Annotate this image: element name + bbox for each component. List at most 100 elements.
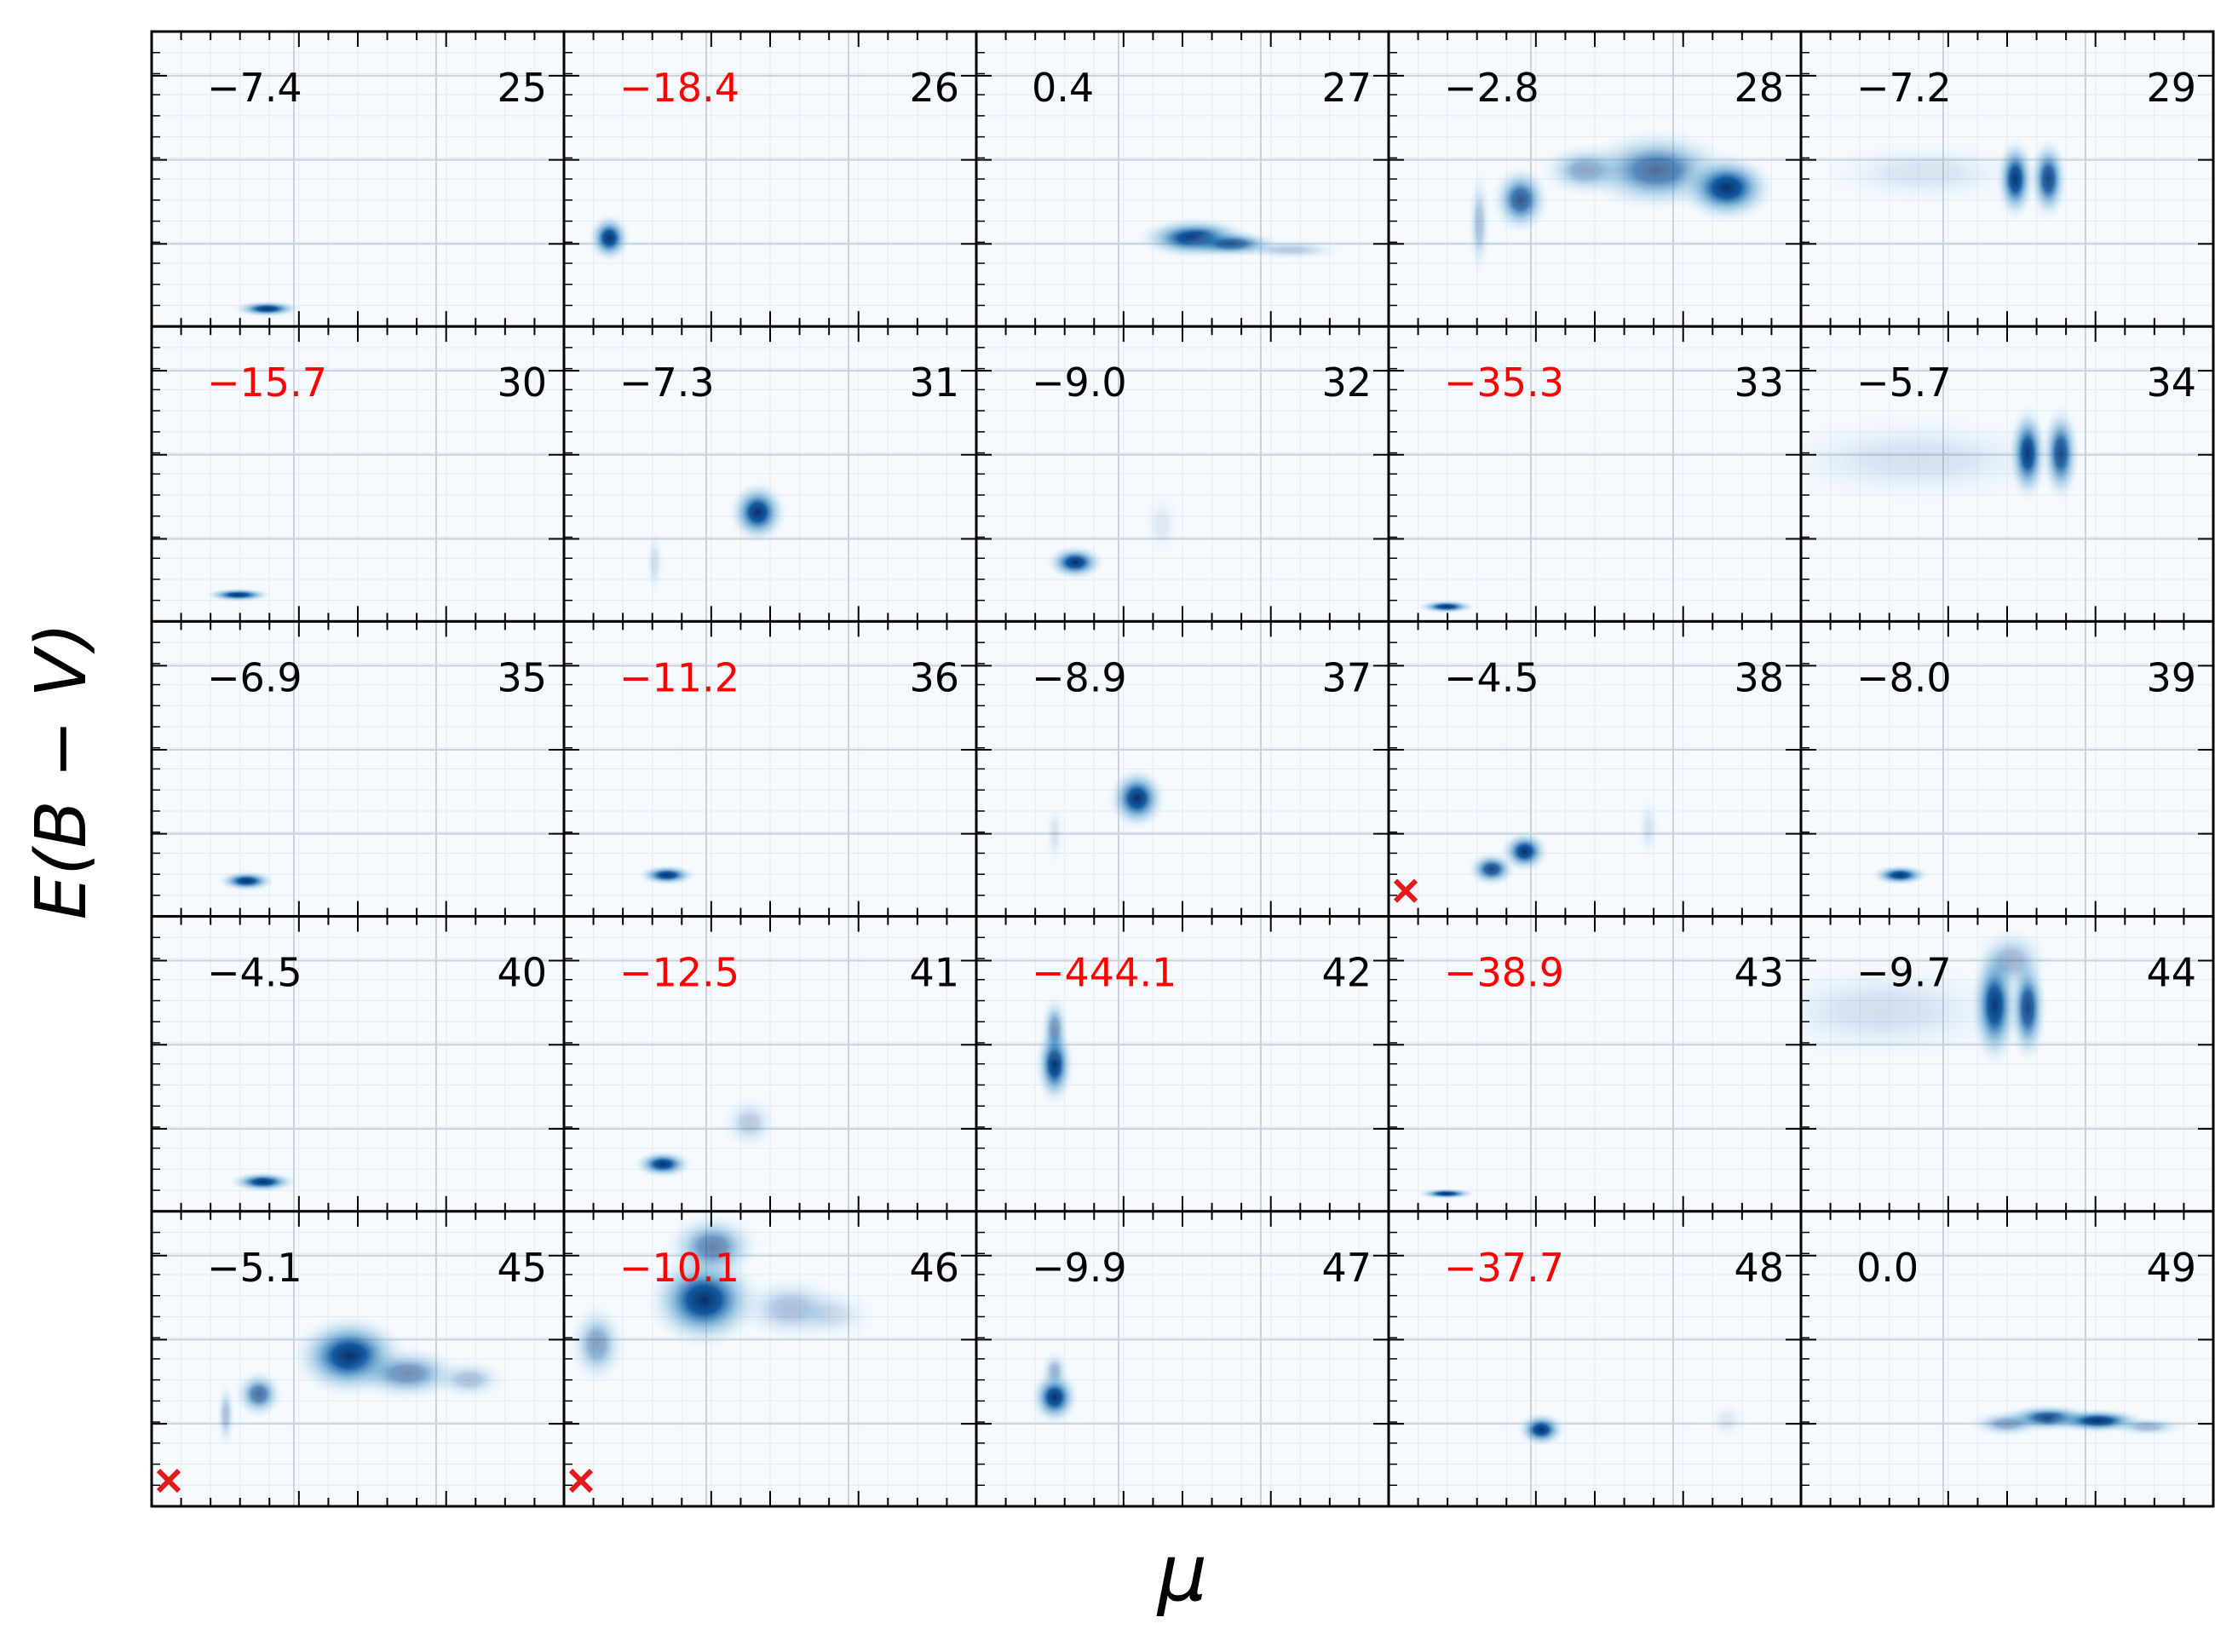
density-blob bbox=[216, 870, 277, 892]
density-blob bbox=[233, 1369, 284, 1419]
panel-value-label: −35.3 bbox=[1444, 360, 1564, 406]
density-blob bbox=[728, 480, 788, 544]
density-blob bbox=[1516, 1412, 1567, 1448]
panel-ticks bbox=[1801, 621, 2213, 917]
panel-value-label: −7.4 bbox=[207, 65, 302, 111]
panel-26: −18.4 26 bbox=[562, 30, 978, 328]
density-blob bbox=[719, 1094, 780, 1152]
panel-ticks bbox=[564, 326, 976, 622]
panel-value-label: −11.2 bbox=[619, 654, 739, 700]
panel-46: −10.1 46 bbox=[562, 1210, 978, 1508]
cross-marker-stroke bbox=[568, 1468, 594, 1494]
density-layer bbox=[587, 213, 631, 263]
panel-44: −9.7 44 bbox=[1799, 915, 2215, 1213]
panel-value-label: −12.5 bbox=[619, 950, 739, 996]
density-blob bbox=[1499, 830, 1550, 873]
panel-id-label: 49 bbox=[2146, 1245, 2196, 1291]
density-blob bbox=[782, 1286, 882, 1344]
density-layer bbox=[1466, 792, 1660, 887]
density-blob bbox=[228, 1171, 298, 1193]
panel-id-label: 36 bbox=[909, 654, 959, 700]
density-layer bbox=[633, 1094, 780, 1179]
panel-ticks bbox=[1389, 32, 1801, 327]
panel-value-label: −37.7 bbox=[1444, 1245, 1564, 1291]
panel-ticks bbox=[564, 916, 976, 1212]
panel-ticks bbox=[1389, 916, 1801, 1212]
panel-id-label: 44 bbox=[2146, 950, 2196, 996]
density-blob bbox=[1416, 1188, 1476, 1200]
cross-marker-stroke bbox=[1393, 878, 1418, 903]
panel-id-label: 48 bbox=[1734, 1245, 1784, 1291]
panel-30: −15.7 30 bbox=[150, 325, 566, 623]
panel-id-label: 29 bbox=[2146, 65, 2196, 111]
panel-ticks bbox=[1389, 621, 1801, 917]
density-layer bbox=[644, 480, 788, 598]
panel-grid bbox=[976, 916, 1389, 1212]
panel-43: −38.9 43 bbox=[1387, 915, 1803, 1213]
density-blob bbox=[1491, 164, 1550, 235]
panel-ticks bbox=[152, 916, 564, 1212]
density-blob bbox=[216, 1379, 236, 1451]
panel-25: −7.4 25 bbox=[150, 30, 566, 328]
panel-ticks bbox=[976, 621, 1389, 917]
panel-id-label: 39 bbox=[2146, 654, 2196, 700]
panel-ticks bbox=[976, 916, 1389, 1212]
panel-grid bbox=[976, 326, 1389, 622]
density-blob bbox=[644, 527, 665, 598]
panel-value-label: −8.0 bbox=[1856, 654, 1952, 700]
panel-value-label: −6.9 bbox=[207, 654, 302, 700]
density-blob bbox=[663, 1211, 762, 1282]
panel-27: 0.4 27 bbox=[975, 30, 1390, 328]
density-blob bbox=[429, 1358, 509, 1402]
panel-value-label: −7.3 bbox=[619, 360, 715, 406]
panel-id-label: 40 bbox=[497, 950, 547, 996]
density-layer bbox=[1967, 1403, 2188, 1438]
density-layer bbox=[1870, 864, 1930, 886]
panel-39: −8.0 39 bbox=[1799, 619, 2215, 918]
density-blob bbox=[1045, 544, 1106, 580]
density-blob bbox=[1870, 864, 1930, 886]
density-blob bbox=[1805, 137, 2044, 209]
panel-value-label: −5.7 bbox=[1856, 360, 1952, 406]
panel-id-label: 31 bbox=[909, 360, 959, 406]
panel-42: −444.1 42 bbox=[975, 915, 1390, 1213]
y-axis-label: E(B − V) bbox=[21, 623, 102, 920]
density-blob bbox=[1029, 1368, 1079, 1426]
panel-value-label: −9.7 bbox=[1856, 950, 1952, 996]
panel-32: −9.0 32 bbox=[975, 325, 1390, 623]
panel-38: −4.5 38 bbox=[1387, 619, 1803, 918]
panel-ticks bbox=[1801, 326, 2213, 622]
panel-28: −2.8 28 bbox=[1387, 30, 1803, 328]
panel-value-label: −8.9 bbox=[1032, 654, 1127, 700]
panel-grid bbox=[152, 916, 564, 1212]
density-layer bbox=[228, 1171, 298, 1193]
density-layer bbox=[203, 587, 273, 602]
density-layer bbox=[1801, 403, 2095, 509]
density-blob bbox=[1801, 409, 2095, 509]
panel-47: −9.9 47 bbox=[975, 1210, 1390, 1508]
panel-ticks bbox=[1389, 326, 1801, 622]
panel-ticks bbox=[152, 326, 564, 622]
panel-29: −7.2 29 bbox=[1799, 30, 2215, 328]
density-blob bbox=[633, 1149, 693, 1179]
panel-grid bbox=[1389, 1211, 1801, 1506]
panel-grid bbox=[152, 621, 564, 917]
panel-id-label: 45 bbox=[497, 1245, 547, 1291]
panel-ticks bbox=[564, 621, 976, 917]
density-blob bbox=[1039, 1349, 1070, 1392]
x-axis-label: μ bbox=[1156, 1528, 1208, 1619]
density-blob bbox=[232, 300, 302, 318]
density-layer bbox=[216, 1313, 509, 1451]
density-blob bbox=[1142, 488, 1182, 560]
density-blob bbox=[1971, 924, 2051, 997]
density-blob bbox=[1230, 239, 1349, 261]
panel-ticks bbox=[152, 621, 564, 917]
panel-ticks bbox=[976, 1211, 1389, 1506]
density-layer bbox=[1034, 993, 1075, 1107]
panel-id-label: 28 bbox=[1734, 65, 1784, 111]
panel-ticks bbox=[1801, 1211, 2213, 1506]
panel-48: −37.7 48 bbox=[1387, 1210, 1803, 1508]
panel-id-label: 34 bbox=[2146, 360, 2196, 406]
density-layer bbox=[1044, 766, 1167, 870]
